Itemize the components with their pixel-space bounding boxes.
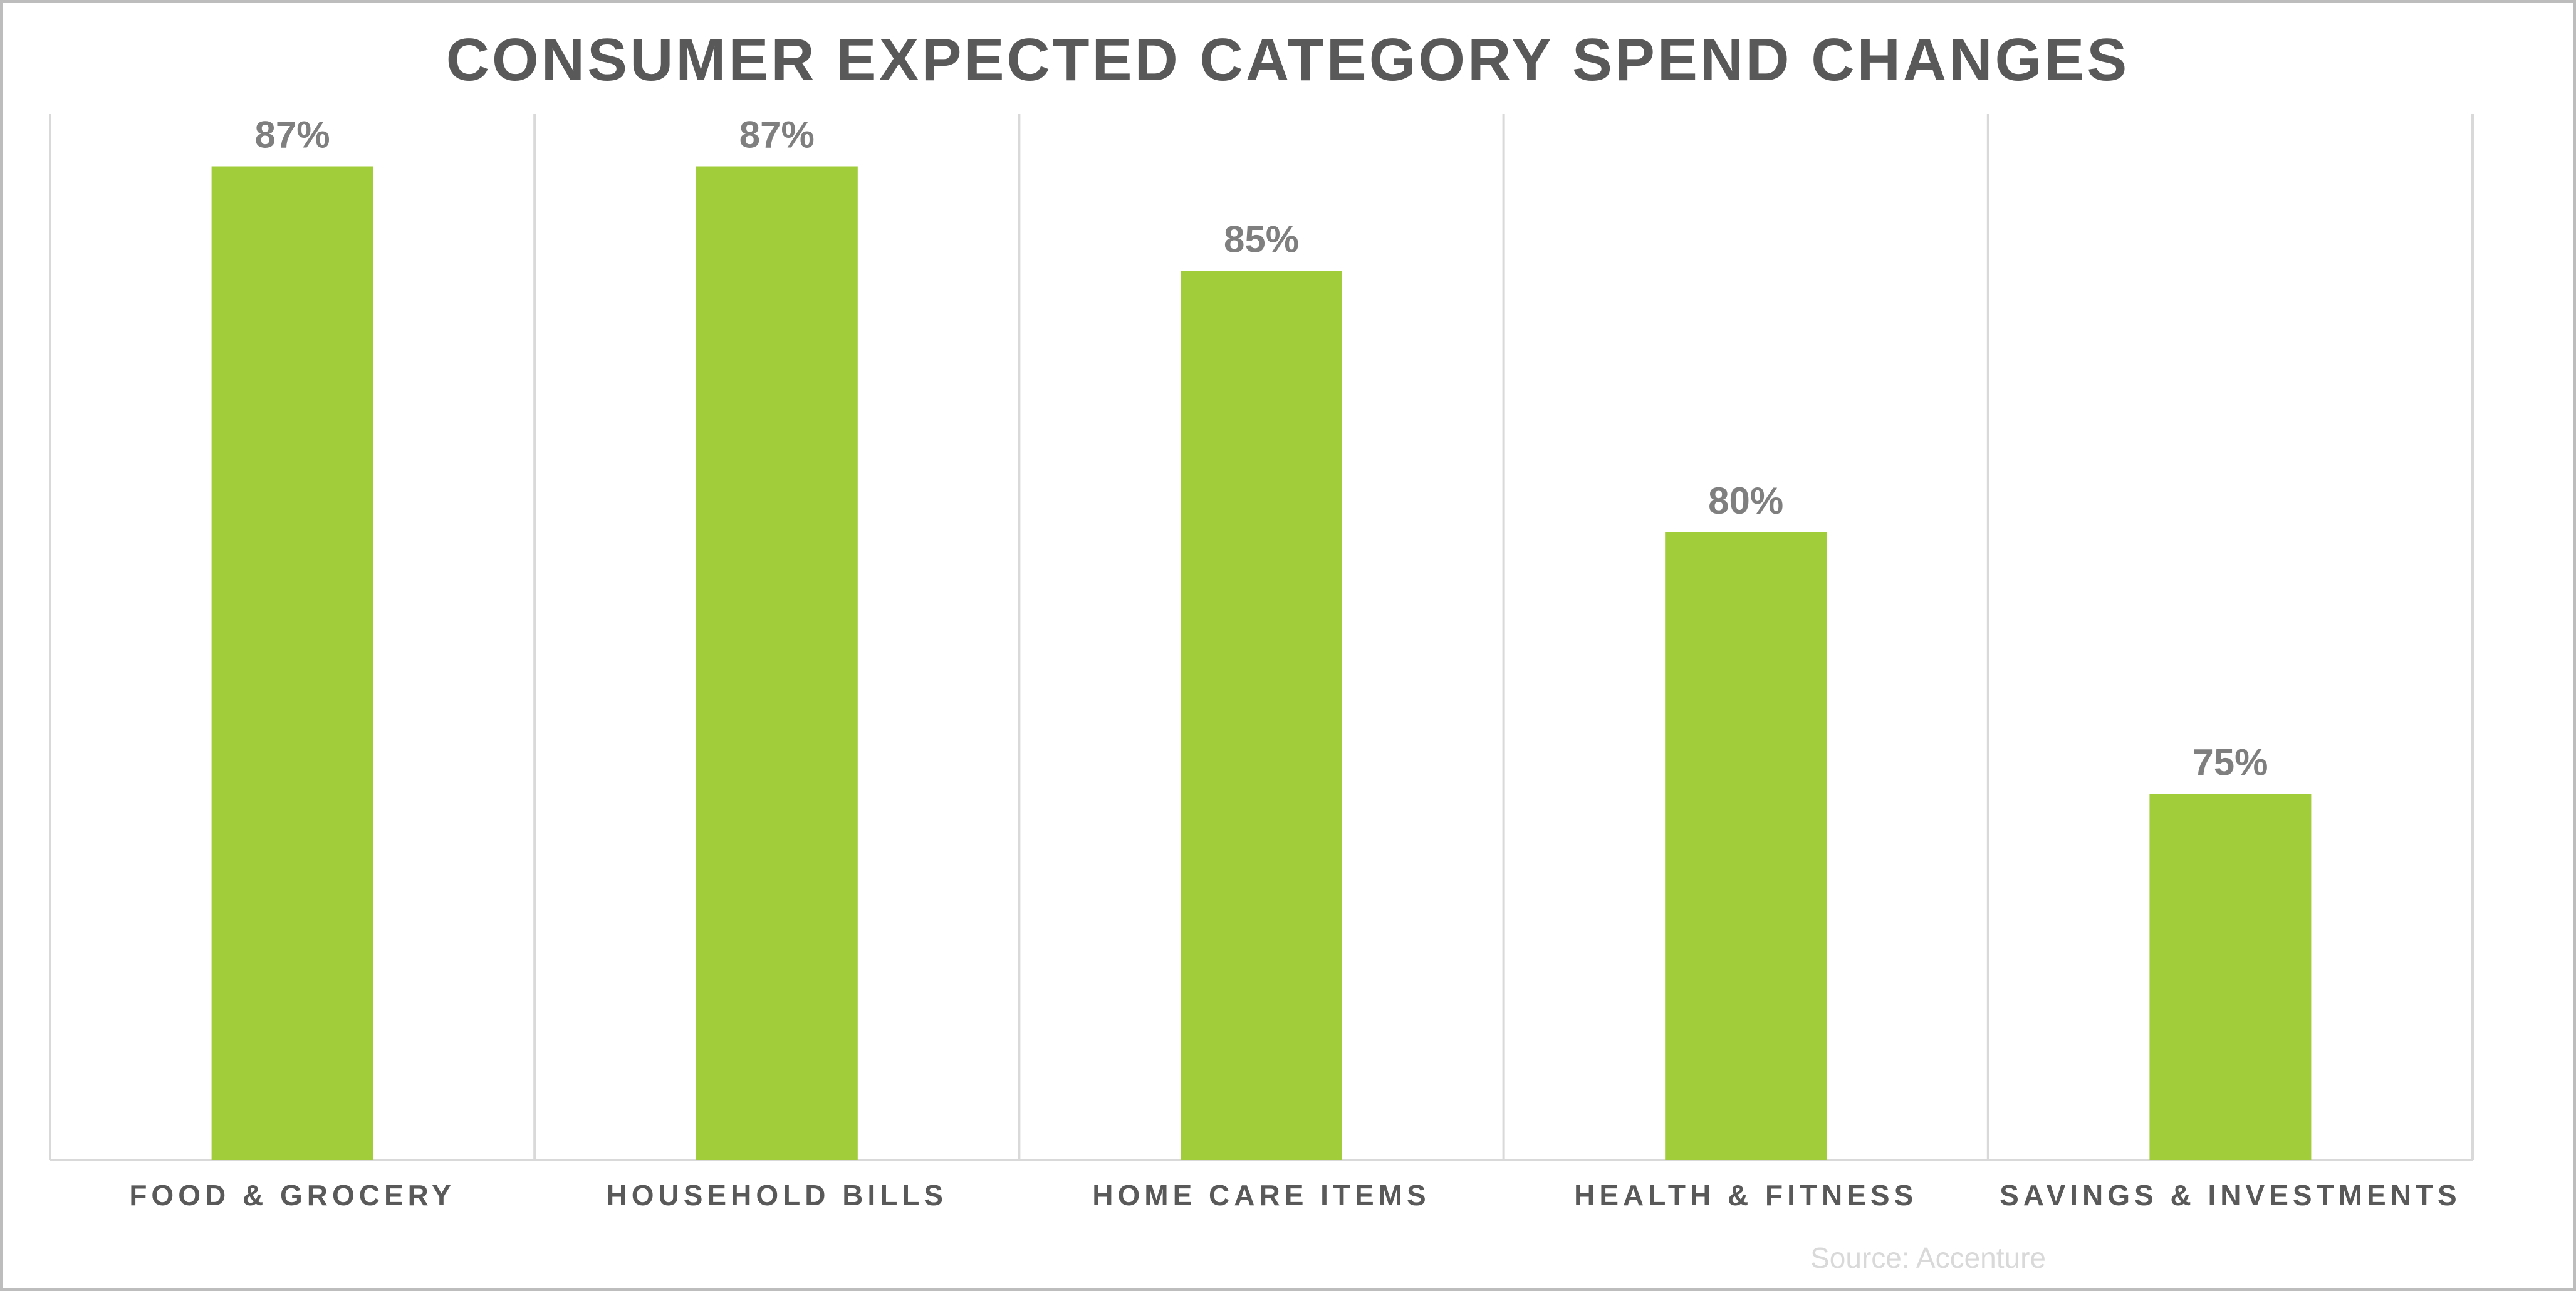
category-label: SAVINGS & INVESTMENTS [2000,1179,2461,1211]
value-label: 75% [2193,742,2268,784]
value-labels: 87% 87% 85% 80% 75% [255,114,2268,784]
bar [2149,794,2312,1160]
value-label: 85% [1224,219,1299,261]
chart-title: CONSUMER EXPECTED CATEGORY SPEND CHANGES [446,26,2130,93]
value-label: 87% [255,114,330,156]
bar [1665,532,1827,1160]
value-label: 87% [739,114,815,156]
bar [1181,271,1342,1160]
bar [696,166,858,1160]
category-label: HEALTH & FITNESS [1574,1179,1917,1211]
category-label: HOME CARE ITEMS [1092,1179,1430,1211]
category-label: HOUSEHOLD BILLS [607,1179,948,1211]
category-labels: FOOD & GROCERY HOUSEHOLD BILLS HOME CARE I… [129,1179,2461,1211]
source-note: Source: Accenture [1810,1242,2046,1274]
bar [211,166,373,1160]
category-label: FOOD & GROCERY [129,1179,456,1211]
bars [211,166,2312,1160]
value-label: 80% [1708,480,1783,522]
